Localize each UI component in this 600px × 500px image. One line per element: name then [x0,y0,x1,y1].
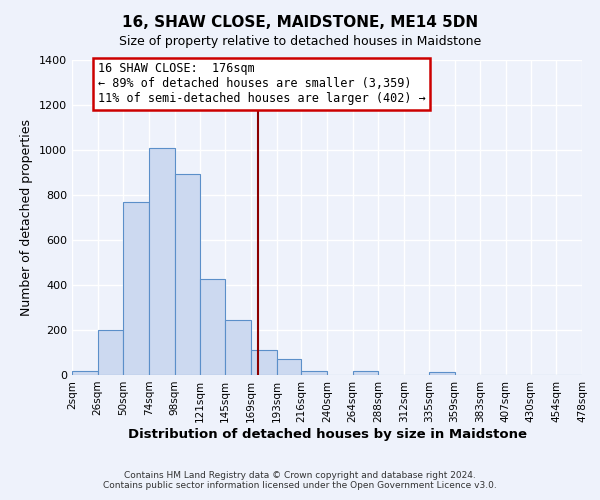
Bar [72,370,98,375]
Text: Contains HM Land Registry data © Crown copyright and database right 2024.
Contai: Contains HM Land Registry data © Crown c… [103,470,497,490]
X-axis label: Distribution of detached houses by size in Maidstone: Distribution of detached houses by size … [128,428,527,440]
Bar [225,320,251,375]
Bar [124,202,149,375]
Bar [353,370,379,375]
Bar [429,372,455,375]
Bar [277,359,301,375]
Bar [175,174,199,375]
Bar [301,370,327,375]
Bar [98,330,124,375]
Bar [199,280,225,375]
Text: 16 SHAW CLOSE:  176sqm
← 89% of detached houses are smaller (3,359)
11% of semi-: 16 SHAW CLOSE: 176sqm ← 89% of detached … [98,62,425,106]
Y-axis label: Number of detached properties: Number of detached properties [20,119,34,316]
Bar [251,350,277,375]
Text: Size of property relative to detached houses in Maidstone: Size of property relative to detached ho… [119,35,481,48]
Bar [149,148,175,375]
Text: 16, SHAW CLOSE, MAIDSTONE, ME14 5DN: 16, SHAW CLOSE, MAIDSTONE, ME14 5DN [122,15,478,30]
